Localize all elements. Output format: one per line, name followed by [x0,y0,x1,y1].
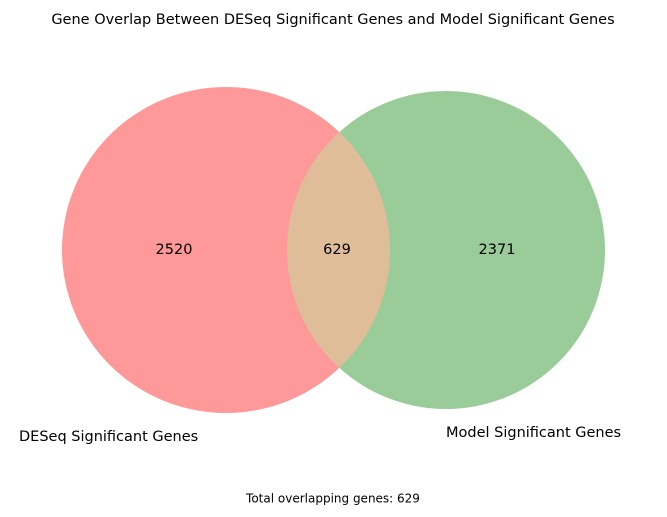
footer-note: Total overlapping genes: 629 [245,492,420,506]
deseq-set-circle [62,87,390,413]
deseq-set-label: DESeq Significant Genes [19,429,198,445]
overlap-region [287,91,390,409]
model-only-count: 2371 [479,242,516,258]
diagram-title: Gene Overlap Between DESeq Significant G… [51,12,614,28]
overlap-count: 629 [323,242,351,258]
model-set-label: Model Significant Genes [446,425,621,441]
deseq-only-count: 2520 [156,242,193,258]
